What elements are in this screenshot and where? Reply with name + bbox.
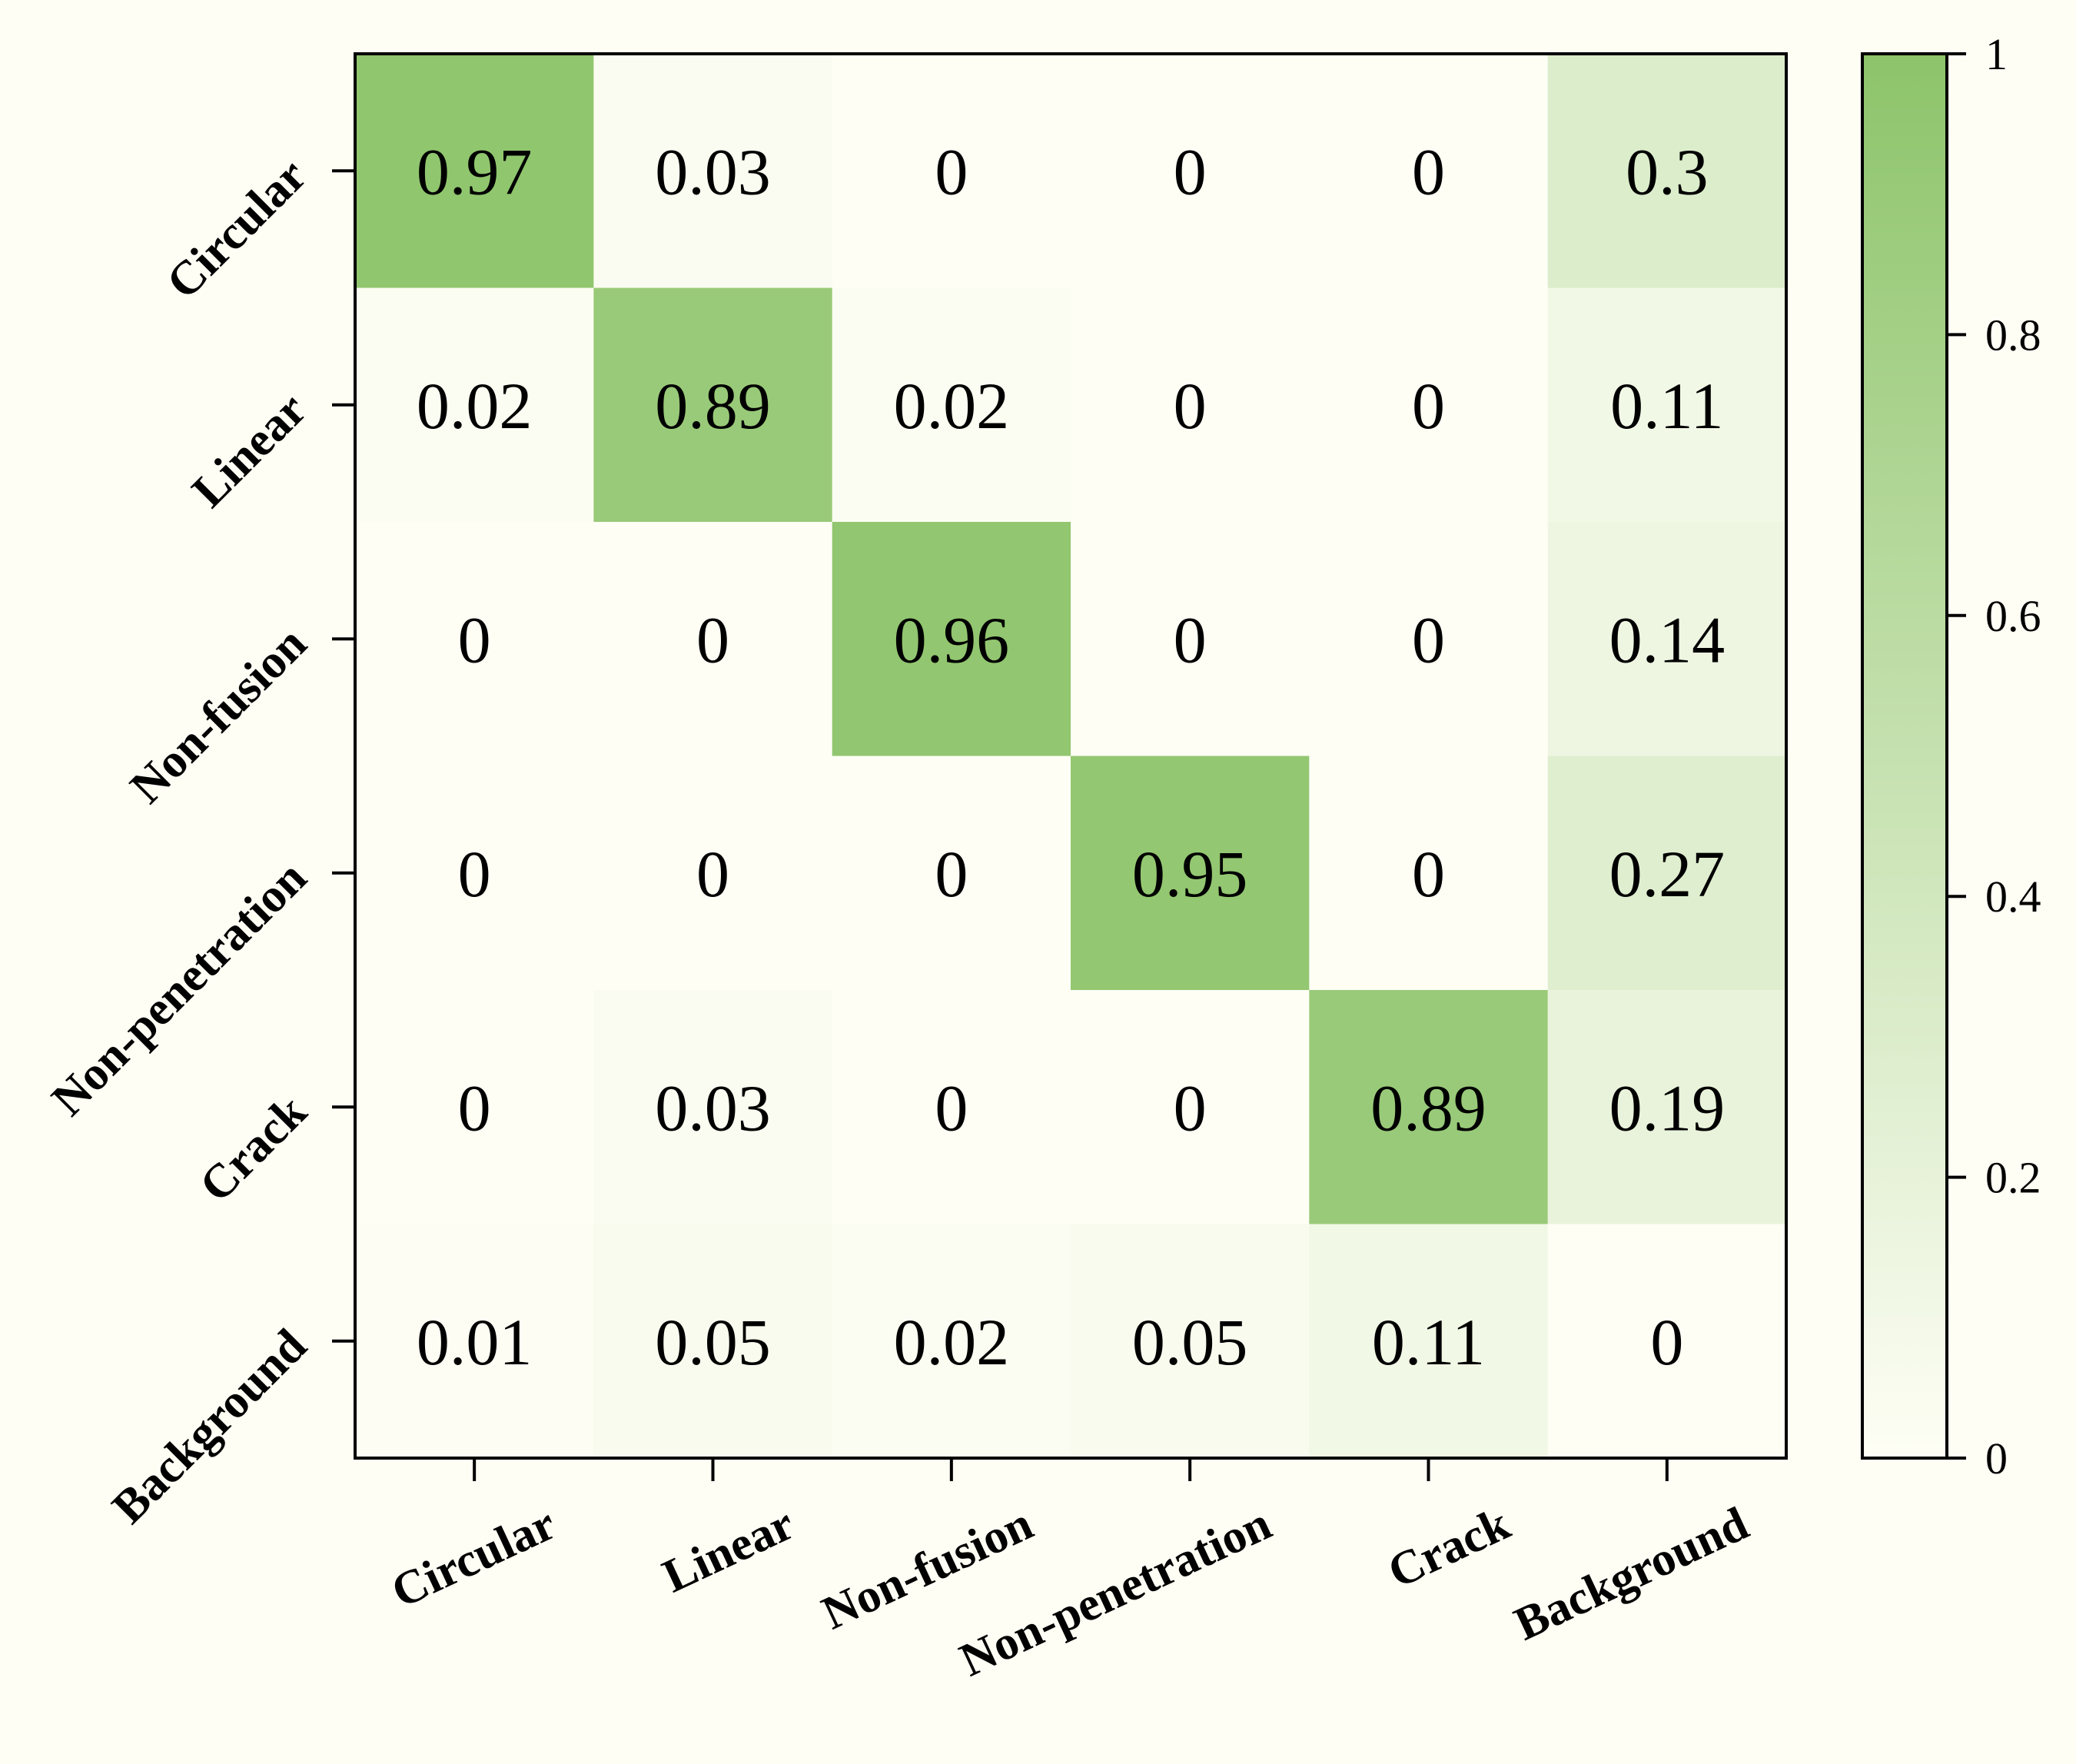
heatmap-cell (1071, 287, 1310, 523)
cell-value-label: 0.3 (1626, 135, 1709, 208)
colorbar-tick-label: 0 (1985, 1433, 2008, 1483)
cell-value-label: 0.02 (417, 369, 533, 443)
cell-value-label: 0 (1412, 603, 1445, 676)
heatmap-cell (832, 756, 1071, 991)
colorbar: 0 0.2 0.4 0.6 0.8 1 (1861, 29, 2041, 1483)
heatmap-cell (355, 287, 594, 523)
heatmap-cell (593, 54, 833, 289)
heatmap-cell (593, 522, 833, 757)
cell-value-label: 0.89 (1370, 1071, 1486, 1144)
heatmap-cell (1071, 522, 1310, 757)
heatmap-cell (1309, 756, 1549, 991)
colorbar-tick-label: 0.4 (1985, 872, 2041, 922)
cell-value-label: 0.02 (894, 1305, 1010, 1379)
heatmap-cell (1309, 522, 1549, 757)
heatmap-cell (355, 54, 594, 289)
heatmap-cell (355, 756, 594, 991)
colorbar-tick-label: 0.8 (1985, 310, 2041, 360)
heatmap-cell (832, 287, 1071, 523)
colorbar-gradient (1861, 52, 1948, 1460)
colorbar-tick-label: 1 (1985, 29, 2008, 79)
cell-value-label: 0.89 (655, 369, 771, 443)
cell-value-label: 0 (1174, 369, 1207, 443)
heatmap-cell (355, 990, 594, 1225)
cell-value-label: 0 (935, 1071, 968, 1144)
cell-value-label: 0 (935, 837, 968, 911)
cell-value-label: 0.05 (655, 1305, 771, 1379)
heatmap-cell (1547, 990, 1787, 1225)
heatmap-cell (355, 522, 594, 757)
cell-value-label: 0 (1412, 369, 1445, 443)
cell-value-label: 0 (696, 837, 729, 911)
cell-value-label: 0.11 (1610, 369, 1723, 443)
heatmap-cell (1547, 522, 1787, 757)
cell-value-label: 0.27 (1609, 837, 1726, 911)
heatmap-cell (1309, 54, 1549, 289)
cell-value-label: 0.19 (1609, 1071, 1726, 1144)
cell-value-label: 0 (1174, 603, 1207, 676)
cell-value-label: 0.02 (894, 369, 1010, 443)
cell-value-label: 0 (1174, 1071, 1207, 1144)
heatmap-cell (1071, 1224, 1310, 1459)
cell-value-label: 0.05 (1132, 1305, 1248, 1379)
heatmap-cell (832, 1224, 1071, 1459)
heatmap-cell (1309, 287, 1549, 523)
heatmap-cell (593, 287, 833, 523)
heatmap-cell (1309, 1224, 1549, 1459)
cell-value-label: 0 (1412, 837, 1445, 911)
heatmap-cell (1547, 287, 1787, 523)
heatmap-cell (832, 522, 1071, 757)
heatmap-cell (1547, 756, 1787, 991)
cell-value-label: 0 (696, 603, 729, 676)
cell-value-label: 0 (458, 603, 491, 676)
heatmap-cell (593, 1224, 833, 1459)
heatmap-cell (1547, 54, 1787, 289)
cell-value-label: 0 (1412, 135, 1445, 208)
cell-value-label: 0 (458, 837, 491, 911)
cell-value-label: 0.03 (655, 1071, 771, 1144)
cell-value-label: 0 (458, 1071, 491, 1144)
heatmap-cell (593, 990, 833, 1225)
cell-value-label: 0.95 (1132, 837, 1248, 911)
heatmap-cells (355, 54, 1787, 1459)
cell-value-label: 0.11 (1372, 1305, 1485, 1379)
colorbar-tick-label: 0.6 (1985, 591, 2041, 641)
heatmap-value-labels: 0.97 0.03 0 0 0 0.3 0.02 0.89 0.02 0 0 0.11 0 0 0.96 0 0… (417, 135, 1725, 1379)
cell-value-label: 0.03 (655, 135, 771, 208)
colorbar-tick-label: 0.2 (1985, 1153, 2041, 1203)
cell-value-label: 0 (1174, 135, 1207, 208)
heatmap-cell (1547, 1224, 1787, 1459)
heatmap-cell (832, 990, 1071, 1225)
heatmap-cell (1071, 756, 1310, 991)
cell-value-label: 0 (1650, 1305, 1683, 1379)
cell-value-label: 0.96 (894, 603, 1010, 676)
heatmap-cell (355, 1224, 594, 1459)
heatmap-cell (1071, 990, 1310, 1225)
heatmap-cell (593, 756, 833, 991)
heatmap-cell (1071, 54, 1310, 289)
cell-value-label: 0.14 (1609, 603, 1726, 676)
plot-frame (354, 52, 1788, 1460)
heatmap-cell (832, 54, 1071, 289)
heatmap-cell (1309, 990, 1549, 1225)
cell-value-label: 0.01 (417, 1305, 533, 1379)
cell-value-label: 0 (935, 135, 968, 208)
cell-value-label: 0.97 (417, 135, 533, 208)
